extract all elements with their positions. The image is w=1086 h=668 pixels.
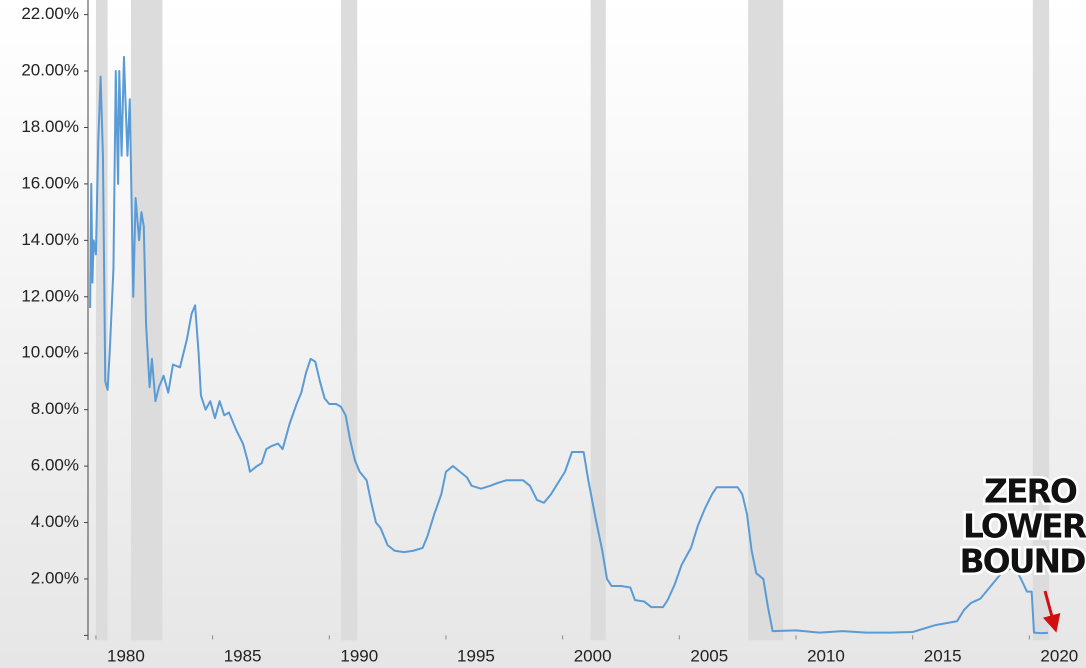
y-tick-label: 4.00%: [31, 512, 79, 531]
x-tick-label: 1990: [340, 646, 378, 665]
y-tick-label: 16.00%: [21, 173, 79, 192]
x-tick-label: 1980: [107, 646, 145, 665]
recession-band: [95, 0, 108, 641]
y-tick-label: 10.00%: [21, 343, 79, 362]
y-tick-label: 22.00%: [21, 4, 79, 23]
y-tick-label: 12.00%: [21, 286, 79, 305]
x-tick-label: 1985: [224, 646, 262, 665]
annotation-arrow: [1042, 590, 1061, 633]
y-tick-label: 8.00%: [31, 399, 79, 418]
annotation: BOUND: [959, 542, 1085, 581]
x-tick-label: 1995: [457, 646, 495, 665]
line-series: [89, 55, 1049, 635]
x-tick-label: 2000: [574, 646, 612, 665]
recession-band: [748, 0, 784, 641]
recession-band: [590, 0, 606, 641]
recession-band: [340, 0, 358, 641]
y-tick-label: 14.00%: [21, 230, 79, 249]
y-tick-label: 6.00%: [31, 456, 79, 475]
y-tick-label: 20.00%: [21, 61, 79, 80]
recession-band: [1032, 0, 1050, 641]
annotation: ZERO: [984, 472, 1077, 511]
x-tick-label: 2010: [807, 646, 845, 665]
x-tick-label: 2005: [690, 646, 728, 665]
x-tick-label: 2020: [1040, 646, 1078, 665]
y-tick-label: 18.00%: [21, 117, 79, 136]
x-tick-label: 2015: [924, 646, 962, 665]
y-tick-label: 2.00%: [31, 568, 79, 587]
annotation: LOWER: [963, 507, 1086, 546]
